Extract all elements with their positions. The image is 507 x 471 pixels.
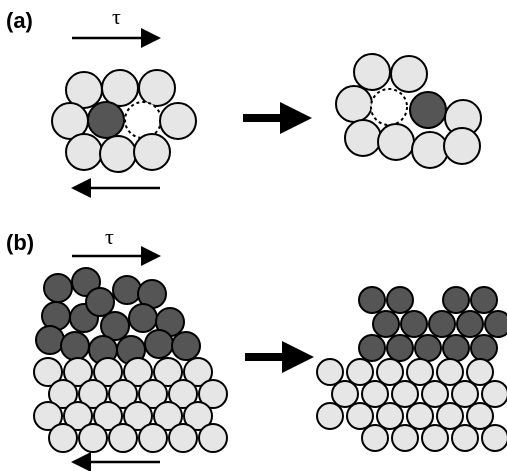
atom [442,334,470,362]
atom [372,310,400,338]
atom [436,358,464,386]
atom [409,91,447,129]
atom [316,402,344,430]
panel-label: (a) [6,8,33,33]
atom [198,379,228,409]
atom [456,310,484,338]
atom [377,123,415,161]
atom [411,131,449,169]
atom [361,424,389,452]
atom [108,423,138,453]
atom [128,303,158,333]
atom [451,424,479,452]
atom [344,119,382,157]
atom [60,331,90,361]
atom [87,101,125,139]
atom [335,85,373,123]
atom [386,286,414,314]
atom [33,401,63,431]
atom [183,401,213,431]
atom [316,358,344,386]
atoms [33,53,507,453]
atom [153,357,183,387]
atom [144,329,174,359]
atom [346,402,374,430]
atom [414,334,442,362]
atom [33,357,63,387]
atom [138,379,168,409]
atom [436,402,464,430]
atom [112,275,142,305]
atom [48,423,78,453]
atom [421,380,449,408]
atom [466,402,494,430]
atom [183,357,213,387]
atom [466,358,494,386]
atom [85,287,115,317]
atom [100,311,130,341]
atom [168,379,198,409]
atom [370,88,408,126]
atom [138,69,176,107]
atom [400,310,428,338]
atom [406,358,434,386]
atom [171,331,201,361]
atom [93,401,123,431]
atom [470,286,498,314]
atom [138,423,168,453]
atom [48,379,78,409]
atom [101,69,139,107]
atom [124,101,162,139]
atom [391,424,419,452]
atom [353,53,391,91]
atom [386,334,414,362]
atom [331,380,359,408]
atom [361,380,389,408]
atom [481,424,507,452]
atom [99,135,137,173]
atom [93,357,123,387]
atom [123,401,153,431]
atom [443,127,481,165]
atom [421,424,449,452]
atom [159,102,197,140]
atom [481,380,507,408]
atom [63,401,93,431]
atom [108,379,138,409]
atom [451,380,479,408]
atom [484,310,507,338]
shear-symbol: τ [105,224,114,249]
atom [358,334,386,362]
atom [78,423,108,453]
atom [153,401,183,431]
atom [391,380,419,408]
panel-label: (b) [6,230,34,255]
atom [65,133,103,171]
atom [133,133,171,171]
atom [35,325,65,355]
atom [358,286,386,314]
atom [406,402,434,430]
atom [198,423,228,453]
shear-symbol: τ [112,4,121,29]
atom [390,55,428,93]
atom [442,286,470,314]
atom [428,310,456,338]
atom [470,334,498,362]
atom [346,358,374,386]
atom [168,423,198,453]
atom [376,402,404,430]
atom [376,358,404,386]
atom [123,357,153,387]
atom [43,273,73,303]
atom [78,379,108,409]
atom [63,357,93,387]
